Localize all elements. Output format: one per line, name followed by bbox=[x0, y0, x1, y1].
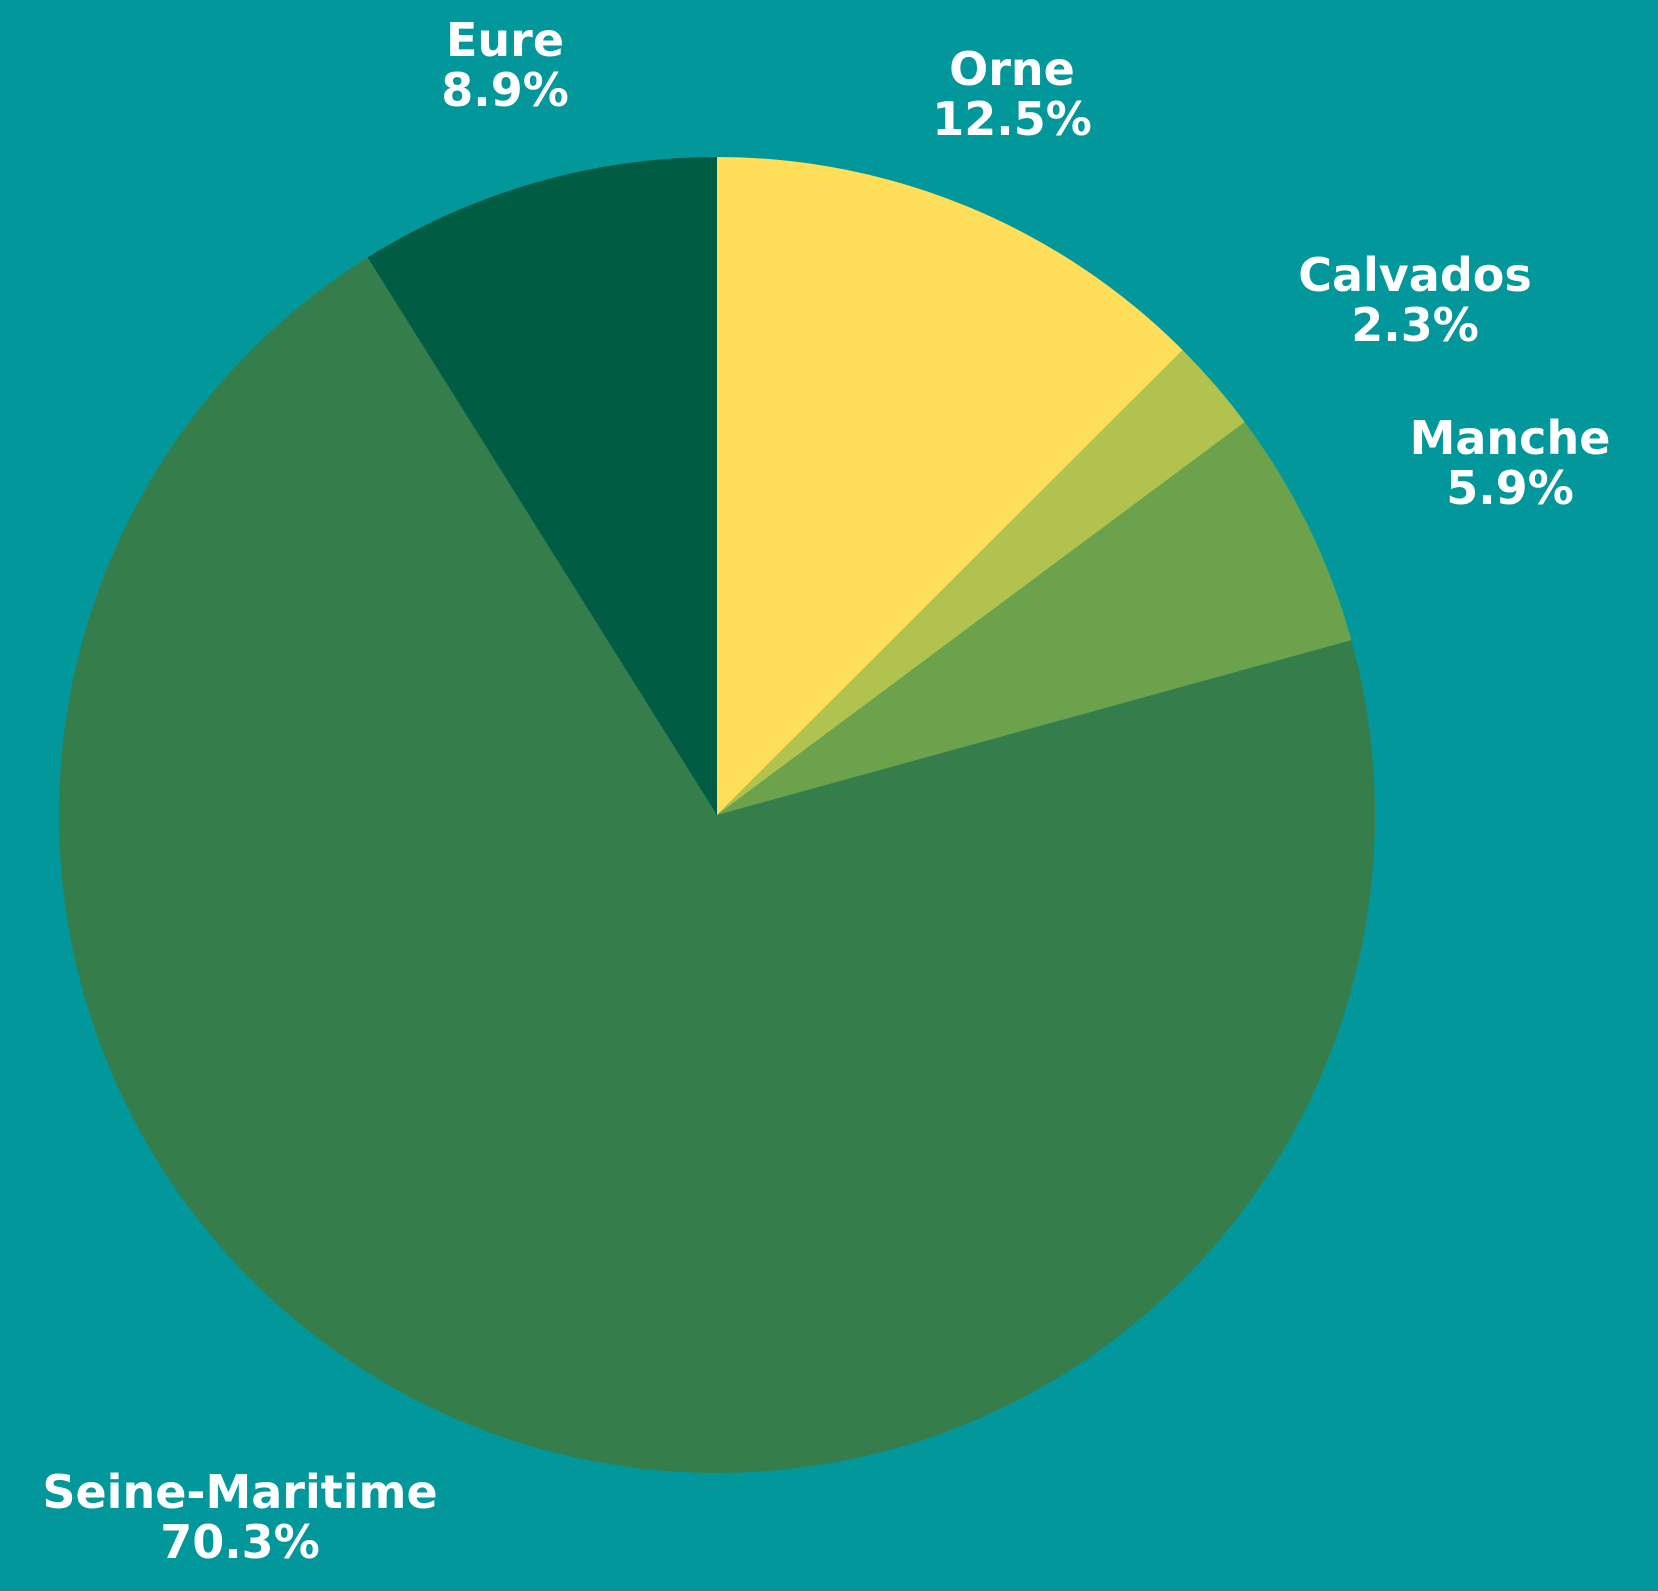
pie-slice-eure bbox=[367, 157, 717, 815]
slice-percentage: 12.5% bbox=[932, 92, 1092, 146]
slice-name: Seine-Maritime bbox=[42, 1465, 438, 1519]
slice-percentage: 2.3% bbox=[1351, 298, 1479, 352]
slice-name: Eure bbox=[445, 13, 565, 67]
slice-name: Manche bbox=[1409, 411, 1611, 465]
slice-name: Calvados bbox=[1298, 248, 1532, 302]
pie-slice-seine-maritime bbox=[59, 257, 1376, 1473]
pie-slice-calvados bbox=[717, 350, 1245, 815]
slice-label-calvados: Calvados 2.3% bbox=[1298, 250, 1532, 350]
slice-percentage: 5.9% bbox=[1446, 461, 1574, 515]
slice-label-eure: Eure 8.9% bbox=[441, 15, 569, 115]
slice-label-seine-maritime: Seine-Maritime 70.3% bbox=[42, 1467, 437, 1567]
slice-name: Orne bbox=[949, 42, 1075, 96]
pie-slice-manche bbox=[717, 422, 1352, 815]
slice-label-manche: Manche 5.9% bbox=[1410, 413, 1611, 513]
slice-percentage: 8.9% bbox=[441, 63, 569, 117]
pie-slice-orne bbox=[717, 157, 1183, 815]
slice-label-orne: Orne 12.5% bbox=[932, 44, 1092, 144]
slice-percentage: 70.3% bbox=[160, 1515, 320, 1569]
